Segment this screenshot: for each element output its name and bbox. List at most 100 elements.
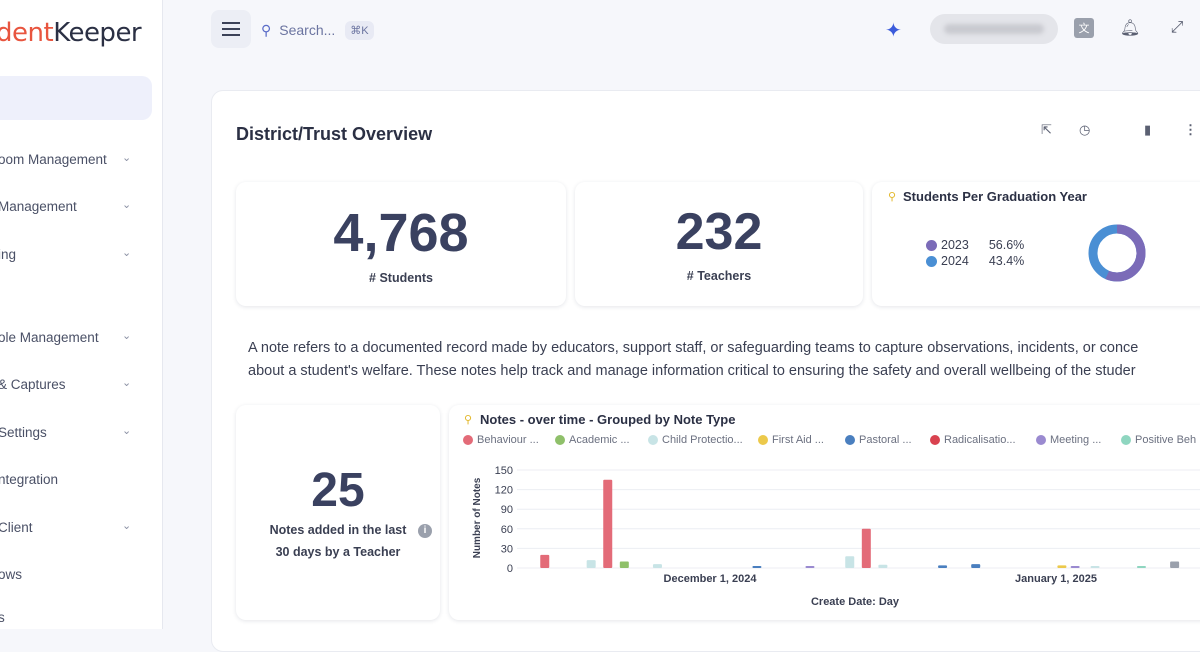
logo-part1: dent	[0, 18, 54, 48]
chevron-down-icon: ⌄	[122, 520, 132, 532]
x-tick-label: December 1, 2024	[664, 573, 758, 585]
chart-bar	[586, 560, 596, 568]
notes-kpi-card[interactable]: 25 Notes added in the last 30 days by a …	[236, 405, 440, 620]
legend-dot	[930, 435, 940, 445]
expand-icon[interactable]: ⤢	[1170, 19, 1184, 36]
chart-bar	[971, 564, 981, 568]
legend-label: Pastoral ...	[859, 434, 912, 446]
chevron-down-icon: ⌄	[122, 330, 132, 342]
chart-bar	[1170, 561, 1180, 568]
chart-bar	[878, 564, 888, 568]
sidebar-item-label: Management	[0, 198, 77, 214]
more-icon[interactable]: ⋮	[1184, 122, 1197, 137]
graduation-title: Students Per Graduation Year	[903, 189, 1087, 204]
chart-bar	[1070, 566, 1080, 568]
sidebar-item-label: ole Management	[0, 329, 99, 345]
sparkle-icon[interactable]: ✦	[885, 20, 902, 42]
sidebar: dentKeeper oom Management⌄ Management ⌄ ing…	[0, 0, 163, 629]
sidebar-item[interactable]: oom Management ⌄	[0, 147, 148, 171]
search-placeholder: Search...	[279, 22, 336, 38]
sidebar-item[interactable]: Client ⌄	[0, 515, 148, 539]
sidebar-item[interactable]: ole Management ⌄	[0, 325, 148, 349]
chevron-down-icon: ⌄	[122, 152, 132, 164]
chart-bar	[752, 566, 762, 568]
y-tick-label: 120	[495, 485, 513, 497]
chart-bar	[652, 564, 662, 568]
user-name-blurred	[944, 24, 1044, 34]
legend-year: 2023	[941, 238, 969, 252]
bell-icon[interactable]: 🔔︎	[1119, 20, 1141, 37]
chart-legend-item[interactable]: Meeting ...	[1036, 434, 1101, 446]
students-card[interactable]: 4,768 # Students	[236, 182, 566, 306]
language-icon[interactable]: 文	[1074, 18, 1094, 38]
chart-legend-item[interactable]: Positive Beh	[1121, 434, 1196, 446]
legend-pct: 43.4%	[988, 254, 1025, 268]
share-icon[interactable]: ⇱	[1041, 122, 1052, 137]
notes-chart: 150 120 90 60 30 0 Number of Notes December 1, …	[472, 465, 1200, 608]
tag-icon: ⚲	[888, 191, 897, 203]
chart-legend-item[interactable]: Academic ...	[555, 434, 630, 446]
menu-icon	[222, 20, 240, 38]
y-tick-label: 60	[501, 524, 513, 536]
sidebar-item-label: s	[0, 610, 5, 625]
donut-2023	[1088, 224, 1146, 282]
chart-legend-item[interactable]: Pastoral ...	[845, 434, 912, 446]
teachers-card[interactable]: 232 # Teachers	[575, 182, 863, 306]
info-icon[interactable]: i	[418, 524, 432, 538]
sidebar-item[interactable]: s	[0, 605, 148, 629]
y-axis-label: Number of Notes	[472, 477, 483, 558]
chart-bar	[805, 566, 815, 568]
y-tick-label: 30	[501, 543, 513, 555]
legend-year: 2024	[941, 254, 969, 268]
notes-kpi-value: 25	[311, 464, 365, 517]
sidebar-item[interactable]: Management ⌄	[0, 194, 148, 218]
chart-legend-item[interactable]: Behaviour ...	[463, 434, 539, 446]
chart-legend-item[interactable]: Radicalisatio...	[930, 434, 1016, 446]
notes-kpi-label-line1: Notes added in the last	[269, 523, 407, 537]
sidebar-item[interactable]: ntegration	[0, 467, 148, 491]
students-value: 4,768	[333, 203, 469, 263]
sidebar-item-label: Client	[0, 519, 33, 535]
sidebar-item[interactable]: Settings ⌄	[0, 420, 148, 444]
search-bar[interactable]: ⚲ Search... ⌘K	[253, 13, 453, 47]
user-menu[interactable]	[930, 14, 1058, 44]
graduation-legend-2024: 2024 43.4%	[926, 254, 1024, 268]
chart-legend-item[interactable]: Child Protectio...	[648, 434, 743, 446]
logo-part2: Keeper	[53, 18, 142, 48]
legend-dot	[555, 435, 565, 445]
sidebar-item-active[interactable]	[0, 76, 152, 120]
legend-dot	[648, 435, 658, 445]
bookmark-icon[interactable]: ▮	[1144, 122, 1152, 137]
legend-label: Behaviour ...	[477, 434, 539, 446]
chart-bar	[1057, 565, 1067, 568]
legend-dot	[845, 435, 855, 445]
sidebar-item[interactable]: & Captures ⌄	[0, 372, 148, 396]
sidebar-item-label: ows	[0, 566, 23, 582]
graduation-donut	[1088, 224, 1146, 282]
sidebar-item[interactable]: ing ⌄	[0, 242, 148, 266]
clock-icon[interactable]: ◷	[1079, 122, 1091, 137]
legend-label: Positive Beh	[1135, 434, 1197, 446]
legend-pct: 56.6%	[988, 238, 1025, 252]
x-axis-label: Create Date: Day	[811, 596, 900, 608]
chevron-down-icon: ⌄	[122, 377, 132, 389]
sidebar-item-label: ing	[0, 246, 17, 262]
legend-label: Academic ...	[569, 434, 630, 446]
app-logo[interactable]: dentKeeper	[0, 18, 142, 48]
menu-button[interactable]	[211, 10, 251, 48]
legend-label: Child Protectio...	[662, 434, 743, 446]
sidebar-item[interactable]: ows	[0, 562, 148, 586]
page-title: District/Trust Overview	[236, 124, 433, 144]
search-shortcut: ⌘K	[345, 20, 374, 40]
chart-bar	[540, 554, 550, 568]
y-tick-label: 0	[507, 563, 513, 575]
chart-legend-item[interactable]: First Aid ...	[758, 434, 824, 446]
sidebar-item-label: & Captures	[0, 376, 66, 392]
sidebar-item-label: Settings	[0, 424, 47, 440]
notes-chart-card[interactable]	[449, 405, 1200, 620]
chart-bar	[845, 556, 855, 568]
notes-description-line1: A note refers to a documented record mad…	[248, 340, 1139, 356]
legend-label: First Aid ...	[772, 434, 824, 446]
chevron-down-icon: ⌄	[122, 199, 132, 211]
chart-bar	[603, 479, 613, 568]
